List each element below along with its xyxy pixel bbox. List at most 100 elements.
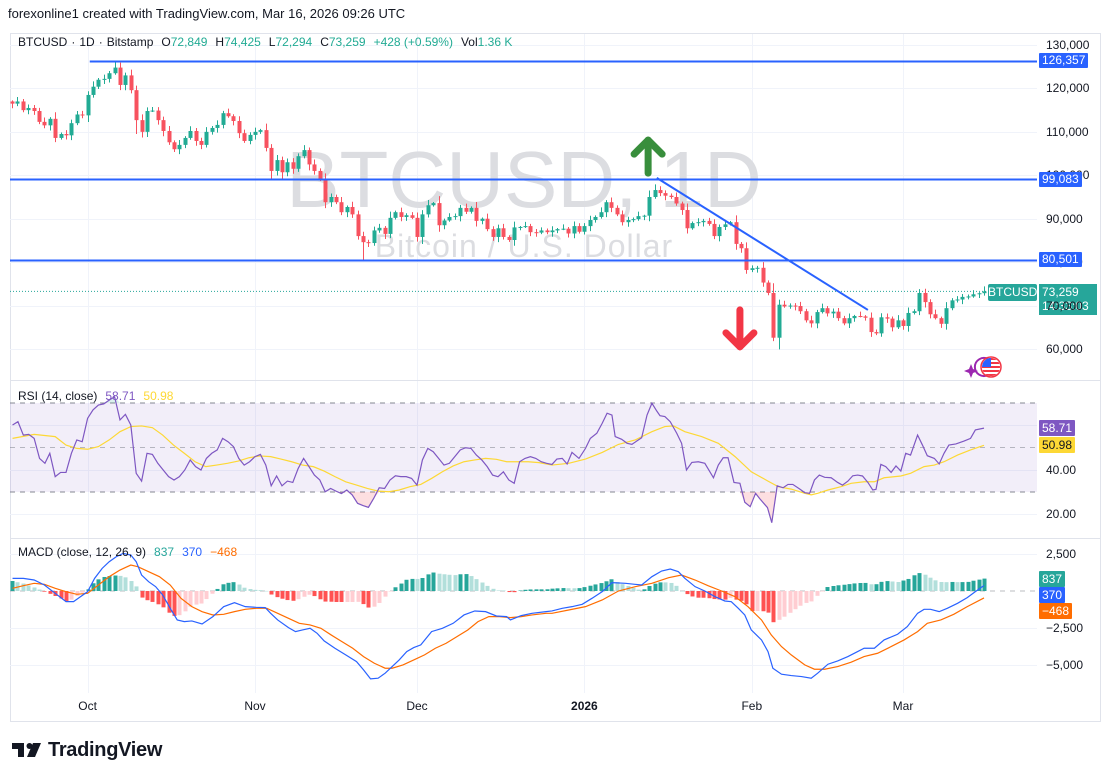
macd-pane[interactable] — [10, 552, 1037, 680]
histogram-bar — [361, 591, 366, 605]
candle — [161, 116, 166, 137]
histogram-bar — [528, 589, 533, 591]
chart-frame[interactable] — [10, 33, 1101, 722]
time-axis-label: Mar — [892, 699, 914, 713]
legend-volume-value: 1.36 K — [477, 35, 513, 49]
histogram-bar — [507, 591, 512, 593]
horizontal-level-price-label[interactable]: 99,083 — [1039, 171, 1082, 187]
macd-title[interactable]: MACD (close, 12, 26, 9) — [18, 545, 147, 559]
tradingview-branding[interactable]: TradingView — [12, 738, 162, 762]
candle — [491, 226, 496, 241]
histogram-bar — [512, 591, 517, 593]
candle — [890, 316, 895, 332]
histogram-bar — [944, 582, 949, 591]
candle — [496, 224, 501, 243]
us-flag-economic-event-icon[interactable] — [980, 356, 1002, 378]
arrow-up-icon[interactable] — [630, 136, 666, 177]
candle — [696, 218, 701, 227]
rsi-legend[interactable]: RSI (14, close) 58.71 50.98 — [18, 389, 173, 403]
histogram-bar — [474, 579, 479, 591]
candle — [177, 140, 182, 155]
histogram-bar — [21, 583, 26, 591]
legend-high: H 74,425 — [215, 35, 260, 49]
legend-symbol[interactable]: BTCUSD — [18, 35, 68, 49]
candle — [593, 215, 598, 223]
candle — [755, 265, 760, 273]
histogram-bar — [960, 582, 965, 591]
sparkle-event-icon[interactable] — [964, 357, 989, 378]
histogram-bar — [469, 576, 474, 591]
price-pane[interactable] — [10, 60, 1037, 351]
histogram-bar — [777, 591, 782, 620]
rsi-legend-value: 58.71 — [105, 389, 136, 403]
candle — [626, 216, 631, 227]
histogram-bar — [572, 588, 577, 591]
horizontal-level-price-label[interactable]: 126,357 — [1039, 53, 1089, 69]
macd-legend[interactable]: MACD (close, 12, 26, 9) 837 370 −468 — [18, 545, 237, 559]
legend-open: O 72,849 — [161, 35, 207, 49]
trend-line[interactable] — [656, 177, 869, 311]
candle — [345, 205, 350, 218]
candle — [480, 217, 485, 225]
price-axis-tick-label: 130,000 — [1046, 38, 1090, 52]
candle — [653, 184, 658, 199]
candle — [912, 309, 917, 315]
histogram-bar — [890, 581, 895, 591]
last-price-symbol-tag: BTCUSD — [988, 283, 1038, 301]
arrow-down-icon[interactable] — [722, 306, 758, 351]
histogram-bar — [923, 574, 928, 591]
axis-value-label: −468 — [1039, 602, 1073, 619]
time-axis-label: Feb — [741, 699, 763, 713]
histogram-bar — [966, 581, 971, 591]
candle — [674, 192, 679, 206]
histogram-bar — [658, 582, 663, 591]
candle — [869, 312, 874, 337]
histogram-bar — [501, 590, 506, 591]
rsi-pane[interactable] — [10, 395, 1037, 523]
histogram-bar — [280, 591, 285, 599]
histogram-bar — [809, 591, 814, 602]
rsi-title[interactable]: RSI (14, close) — [18, 389, 98, 403]
chart-events[interactable] — [964, 356, 1002, 378]
candle — [636, 211, 641, 221]
histogram-bar — [145, 591, 150, 601]
candle — [588, 215, 593, 232]
histogram-bar — [269, 591, 274, 595]
candle — [804, 308, 809, 323]
candle — [366, 239, 371, 248]
rsi-line — [12, 395, 985, 523]
candle — [896, 315, 901, 329]
legend-close: C 73,259 — [320, 35, 365, 49]
candle — [431, 201, 436, 207]
candle — [32, 104, 37, 115]
candle — [788, 303, 793, 309]
candle — [701, 218, 706, 227]
candle — [528, 223, 533, 237]
candle — [437, 196, 442, 232]
candle — [64, 130, 69, 140]
histogram-bar — [275, 591, 280, 598]
candle — [312, 159, 317, 175]
candle — [10, 100, 15, 109]
horizontal-level-price-label[interactable]: 80,501 — [1039, 252, 1082, 268]
drawings[interactable] — [10, 60, 1037, 351]
histogram-bar — [815, 591, 820, 596]
candle — [809, 315, 814, 328]
histogram-bar — [852, 583, 857, 591]
candle — [707, 217, 712, 226]
candle — [329, 193, 334, 207]
histogram-bar — [437, 573, 442, 591]
legend-volume: Vol 1.36 K — [461, 35, 512, 49]
histogram-bar — [566, 588, 571, 591]
legend-interval[interactable]: 1D — [79, 35, 95, 49]
candle — [123, 72, 128, 91]
histogram-bar — [194, 591, 199, 605]
histogram-bar — [356, 591, 361, 602]
candle — [26, 104, 31, 115]
candle — [469, 206, 474, 214]
histogram-bar — [842, 584, 847, 591]
histogram-bar — [48, 591, 53, 594]
main-series-legend[interactable]: BTCUSD · 1D · Bitstamp O 72,849 H 74,425 L… — [18, 35, 512, 49]
histogram-bar — [858, 583, 863, 591]
